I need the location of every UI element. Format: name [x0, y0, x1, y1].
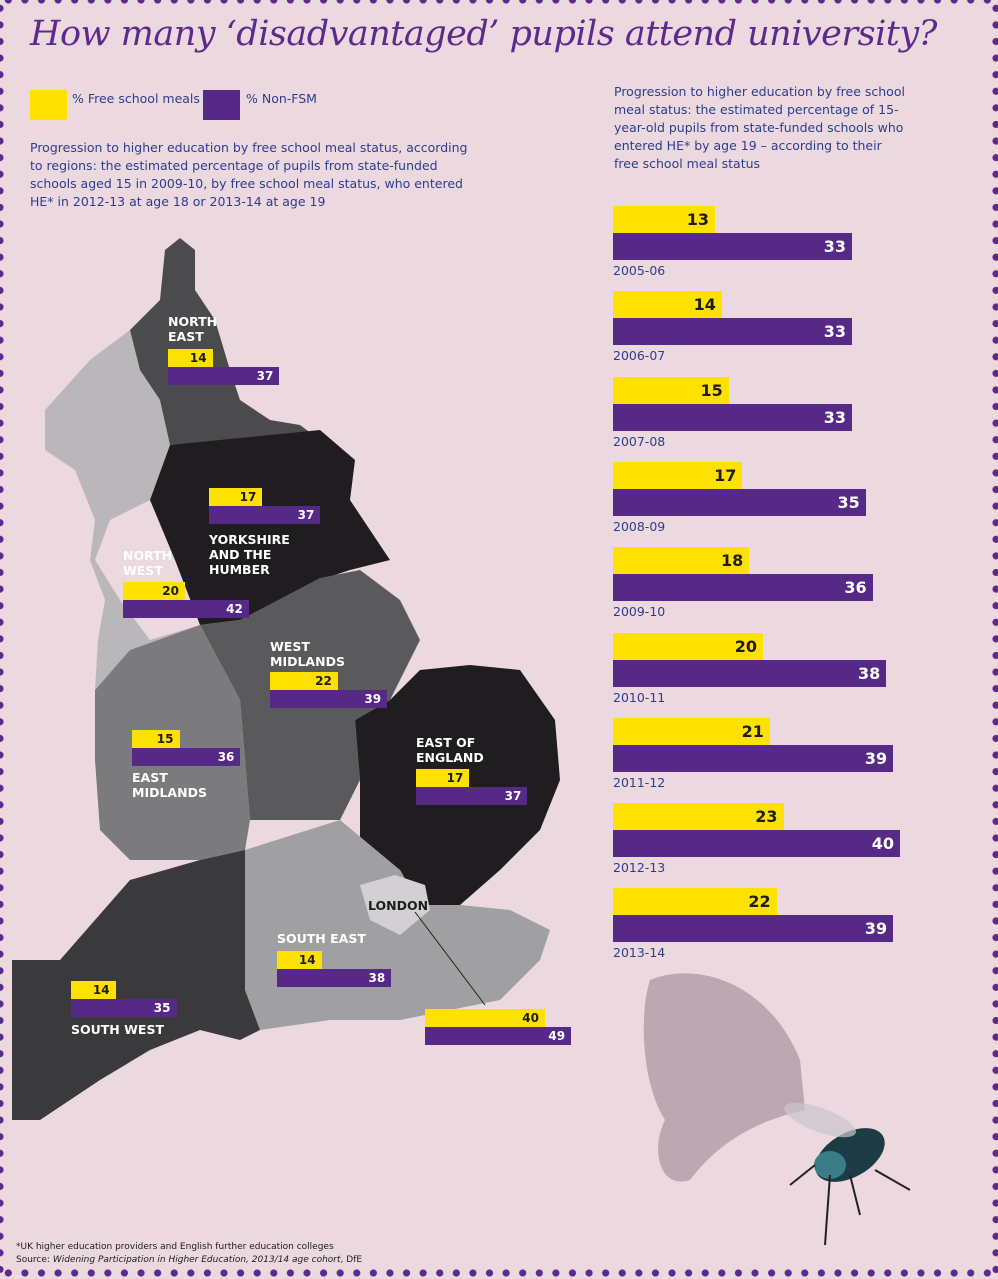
region-label-line: SOUTH EAST [277, 931, 366, 946]
bar-fsm-2005-06: 13 [613, 206, 716, 233]
map-bar-non-fsm-north-west: 42 [123, 600, 249, 618]
bar-non-fsm-2010-11: 38 [613, 659, 887, 687]
region-label-west-midlands: WEST MIDLANDS [270, 639, 345, 669]
year-label: 2008-09 [613, 518, 666, 534]
year-label: 2005-06 [613, 263, 666, 278]
map-bar-non-fsm-london: 49 [425, 1027, 572, 1045]
bar-non-fsm-2013-14: 39 [613, 915, 894, 943]
region-label-line: EAST [168, 329, 204, 344]
fly-icon [784, 1102, 911, 1246]
region-label-yorkshire-and-the-humber: YORKSHIRE AND THE HUMBER [209, 532, 290, 577]
bar-fsm-2007-08: 15 [613, 376, 729, 404]
region-south-west [12, 850, 260, 1120]
region-label-line: WEST [270, 639, 310, 654]
bar-fsm-2013-14: 22 [613, 888, 777, 916]
map-bar-fsm-north-west: 20 [123, 582, 185, 600]
butterfly-shadow [643, 973, 805, 1182]
region-label-south-west: SOUTH WEST [71, 1022, 164, 1037]
footnote: *UK higher education providers and Engli… [16, 1242, 334, 1252]
year-label: 2012-13 [613, 860, 666, 876]
bar-non-fsm-2007-08: 33 [613, 403, 853, 431]
region-label-line: EAST [132, 770, 168, 785]
map-bar-fsm-south-east: 14 [277, 951, 322, 969]
map-bar-fsm-south-west: 14 [71, 981, 116, 999]
map-bar-non-fsm-north-east: 37 [168, 367, 280, 385]
region-label-line: YORKSHIRE [209, 532, 290, 547]
region-label-line: WEST [123, 563, 163, 578]
dotted-border-top [0, 0, 998, 6]
bar-non-fsm-2008-09: 35 [613, 488, 866, 516]
london-leader-line [414, 911, 486, 1006]
legend-label-fsm: % Free school meals [72, 91, 200, 106]
region-label-line: SOUTH WEST [71, 1022, 164, 1037]
map-bar-fsm-east-of-england: 17 [416, 769, 470, 787]
region-label-line: EAST OF [416, 735, 476, 750]
dotted-border-bottom [0, 1267, 998, 1279]
region-label-line: NORTH [168, 314, 218, 329]
map-bar-non-fsm-east-of-england: 37 [416, 787, 528, 805]
region-label-line: MIDLANDS [270, 654, 345, 669]
region-label-line: NORTH [123, 548, 173, 563]
map-bar-fsm-london: 40 [425, 1009, 545, 1027]
chart-description: Progression to higher education by free … [614, 84, 905, 171]
source-title: Widening Participation in Higher Educati… [52, 1255, 341, 1265]
map-bar-fsm-west-midlands: 22 [270, 672, 338, 690]
region-label-north-east: NORTH EAST [168, 314, 217, 344]
region-london [360, 875, 430, 935]
bar-fsm-2012-13: 23 [613, 803, 784, 831]
region-label-line: HUMBER [209, 562, 270, 577]
region-label-line: ENGLAND [416, 750, 484, 765]
bar-fsm-2008-09: 17 [613, 461, 743, 489]
source-prefix: Source: [16, 1255, 53, 1265]
map-bar-non-fsm-south-east: 38 [277, 969, 392, 987]
map-bar-non-fsm-west-midlands: 39 [270, 690, 388, 708]
map-bar-non-fsm-yorkshire-and-the-humber: 37 [209, 506, 321, 524]
region-label-line: MIDLANDS [132, 785, 207, 800]
region-label-line: LONDON [368, 898, 429, 913]
bar-non-fsm-2011-12: 39 [613, 744, 894, 772]
legend-swatch-non-fsm [203, 90, 240, 120]
dotted-border-right [990, 0, 998, 1279]
bar-non-fsm-2006-07: 33 [613, 318, 853, 346]
dotted-border-left [0, 0, 6, 1279]
page-title: How many ‘disadvantaged’ pupils attend u… [30, 14, 937, 54]
legend-label-non-fsm: % Non-FSM [246, 91, 317, 106]
source-suffix: , DfE [340, 1255, 363, 1265]
map-bar-fsm-yorkshire-and-the-humber: 17 [209, 488, 263, 506]
year-label: 2010-11 [613, 689, 666, 705]
year-label: 2009-10 [613, 604, 666, 620]
region-label-london: LONDON [368, 898, 428, 913]
year-label: 2011-12 [613, 774, 666, 790]
map-description: Progression to higher education by free … [30, 140, 468, 209]
legend-swatch-fsm [30, 90, 67, 120]
region-north-west [45, 330, 200, 690]
map-bar-fsm-east-midlands: 15 [132, 730, 180, 748]
bar-non-fsm-2009-10: 36 [613, 574, 873, 602]
region-label-east-of-england: EAST OF ENGLAND [416, 735, 484, 765]
region-label-east-midlands: EAST MIDLANDS [132, 770, 207, 800]
bar-non-fsm-2005-06: 33 [613, 233, 853, 260]
region-label-north-west: NORTH WEST [123, 548, 172, 578]
map-bar-non-fsm-east-midlands: 36 [132, 748, 241, 766]
map-bar-fsm-north-east: 14 [168, 349, 213, 367]
region-label-south-east: SOUTH EAST [277, 931, 366, 946]
year-label: 2007-08 [613, 433, 666, 449]
source-line: Source: Widening Participation in Higher… [16, 1255, 362, 1265]
map-bar-non-fsm-south-west: 35 [71, 999, 177, 1017]
region-north-east [130, 238, 320, 445]
bar-non-fsm-2012-13: 40 [613, 830, 900, 858]
bar-fsm-2006-07: 14 [613, 291, 722, 319]
bar-fsm-2010-11: 20 [613, 632, 763, 660]
bar-fsm-2011-12: 21 [613, 717, 770, 745]
year-label: 2013-14 [613, 945, 666, 961]
region-label-line: AND THE [209, 547, 272, 562]
bar-fsm-2009-10: 18 [613, 547, 750, 575]
year-label: 2006-07 [613, 348, 666, 364]
